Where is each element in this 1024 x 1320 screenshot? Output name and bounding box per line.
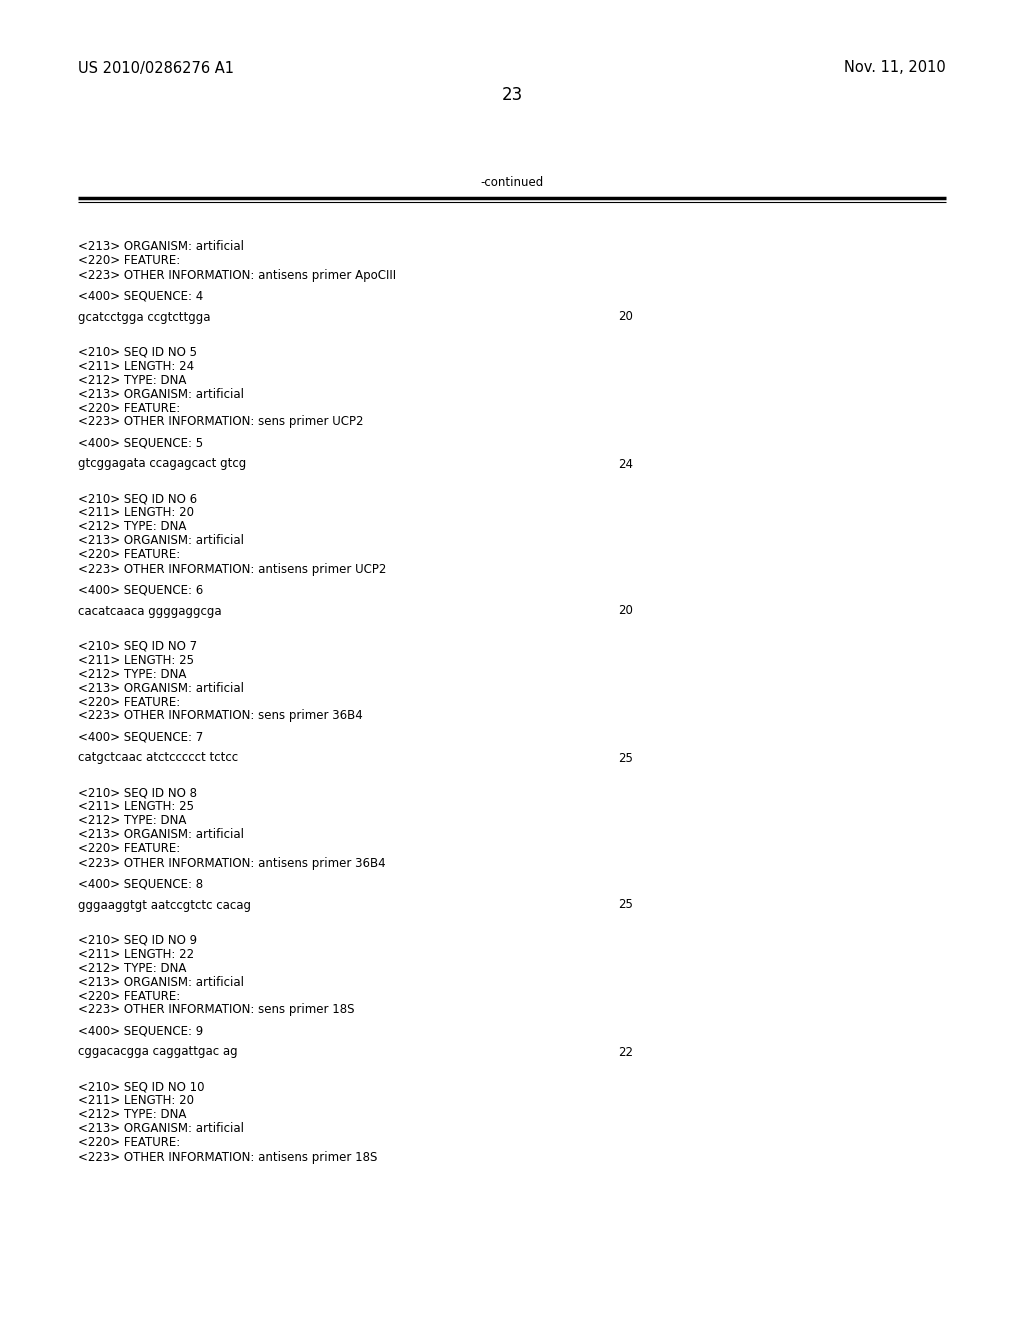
Text: <223> OTHER INFORMATION: sens primer 36B4: <223> OTHER INFORMATION: sens primer 36B… <box>78 710 362 722</box>
Text: <400> SEQUENCE: 6: <400> SEQUENCE: 6 <box>78 583 203 597</box>
Text: <212> TYPE: DNA: <212> TYPE: DNA <box>78 668 186 681</box>
Text: 23: 23 <box>502 86 522 104</box>
Text: <220> FEATURE:: <220> FEATURE: <box>78 990 180 1002</box>
Text: <213> ORGANISM: artificial: <213> ORGANISM: artificial <box>78 1122 244 1135</box>
Text: Nov. 11, 2010: Nov. 11, 2010 <box>844 61 946 75</box>
Text: 25: 25 <box>618 751 633 764</box>
Text: <210> SEQ ID NO 5: <210> SEQ ID NO 5 <box>78 346 197 359</box>
Text: gggaaggtgt aatccgtctc cacag: gggaaggtgt aatccgtctc cacag <box>78 899 251 912</box>
Text: <212> TYPE: DNA: <212> TYPE: DNA <box>78 814 186 828</box>
Text: <210> SEQ ID NO 10: <210> SEQ ID NO 10 <box>78 1081 205 1093</box>
Text: <211> LENGTH: 24: <211> LENGTH: 24 <box>78 359 195 372</box>
Text: <210> SEQ ID NO 9: <210> SEQ ID NO 9 <box>78 933 198 946</box>
Text: <220> FEATURE:: <220> FEATURE: <box>78 696 180 709</box>
Text: <210> SEQ ID NO 6: <210> SEQ ID NO 6 <box>78 492 198 506</box>
Text: <223> OTHER INFORMATION: sens primer UCP2: <223> OTHER INFORMATION: sens primer UCP… <box>78 416 364 429</box>
Text: <213> ORGANISM: artificial: <213> ORGANISM: artificial <box>78 829 244 842</box>
Text: <211> LENGTH: 20: <211> LENGTH: 20 <box>78 507 194 520</box>
Text: <211> LENGTH: 22: <211> LENGTH: 22 <box>78 948 195 961</box>
Text: <220> FEATURE:: <220> FEATURE: <box>78 549 180 561</box>
Text: -continued: -continued <box>480 177 544 190</box>
Text: <223> OTHER INFORMATION: antisens primer 36B4: <223> OTHER INFORMATION: antisens primer… <box>78 857 386 870</box>
Text: <223> OTHER INFORMATION: antisens primer 18S: <223> OTHER INFORMATION: antisens primer… <box>78 1151 378 1163</box>
Text: <210> SEQ ID NO 8: <210> SEQ ID NO 8 <box>78 787 197 800</box>
Text: <220> FEATURE:: <220> FEATURE: <box>78 401 180 414</box>
Text: 22: 22 <box>618 1045 633 1059</box>
Text: <212> TYPE: DNA: <212> TYPE: DNA <box>78 1109 186 1122</box>
Text: US 2010/0286276 A1: US 2010/0286276 A1 <box>78 61 234 75</box>
Text: 24: 24 <box>618 458 633 470</box>
Text: <400> SEQUENCE: 4: <400> SEQUENCE: 4 <box>78 289 203 302</box>
Text: <213> ORGANISM: artificial: <213> ORGANISM: artificial <box>78 388 244 400</box>
Text: <210> SEQ ID NO 7: <210> SEQ ID NO 7 <box>78 639 198 652</box>
Text: <213> ORGANISM: artificial: <213> ORGANISM: artificial <box>78 681 244 694</box>
Text: <213> ORGANISM: artificial: <213> ORGANISM: artificial <box>78 535 244 548</box>
Text: <211> LENGTH: 25: <211> LENGTH: 25 <box>78 653 194 667</box>
Text: <220> FEATURE:: <220> FEATURE: <box>78 255 180 268</box>
Text: <400> SEQUENCE: 7: <400> SEQUENCE: 7 <box>78 730 203 743</box>
Text: <400> SEQUENCE: 5: <400> SEQUENCE: 5 <box>78 437 203 450</box>
Text: <400> SEQUENCE: 9: <400> SEQUENCE: 9 <box>78 1024 203 1038</box>
Text: 20: 20 <box>618 310 633 323</box>
Text: cggacacgga caggattgac ag: cggacacgga caggattgac ag <box>78 1045 238 1059</box>
Text: cacatcaaca ggggaggcga: cacatcaaca ggggaggcga <box>78 605 221 618</box>
Text: gtcggagata ccagagcact gtcg: gtcggagata ccagagcact gtcg <box>78 458 246 470</box>
Text: gcatcctgga ccgtcttgga: gcatcctgga ccgtcttgga <box>78 310 211 323</box>
Text: <220> FEATURE:: <220> FEATURE: <box>78 1137 180 1150</box>
Text: <223> OTHER INFORMATION: antisens primer UCP2: <223> OTHER INFORMATION: antisens primer… <box>78 562 386 576</box>
Text: <213> ORGANISM: artificial: <213> ORGANISM: artificial <box>78 240 244 253</box>
Text: <220> FEATURE:: <220> FEATURE: <box>78 842 180 855</box>
Text: <400> SEQUENCE: 8: <400> SEQUENCE: 8 <box>78 878 203 891</box>
Text: <212> TYPE: DNA: <212> TYPE: DNA <box>78 961 186 974</box>
Text: <212> TYPE: DNA: <212> TYPE: DNA <box>78 374 186 387</box>
Text: 25: 25 <box>618 899 633 912</box>
Text: <211> LENGTH: 25: <211> LENGTH: 25 <box>78 800 194 813</box>
Text: <223> OTHER INFORMATION: sens primer 18S: <223> OTHER INFORMATION: sens primer 18S <box>78 1003 354 1016</box>
Text: <212> TYPE: DNA: <212> TYPE: DNA <box>78 520 186 533</box>
Text: <213> ORGANISM: artificial: <213> ORGANISM: artificial <box>78 975 244 989</box>
Text: catgctcaac atctccccct tctcc: catgctcaac atctccccct tctcc <box>78 751 239 764</box>
Text: <211> LENGTH: 20: <211> LENGTH: 20 <box>78 1094 194 1107</box>
Text: <223> OTHER INFORMATION: antisens primer ApoCIII: <223> OTHER INFORMATION: antisens primer… <box>78 268 396 281</box>
Text: 20: 20 <box>618 605 633 618</box>
